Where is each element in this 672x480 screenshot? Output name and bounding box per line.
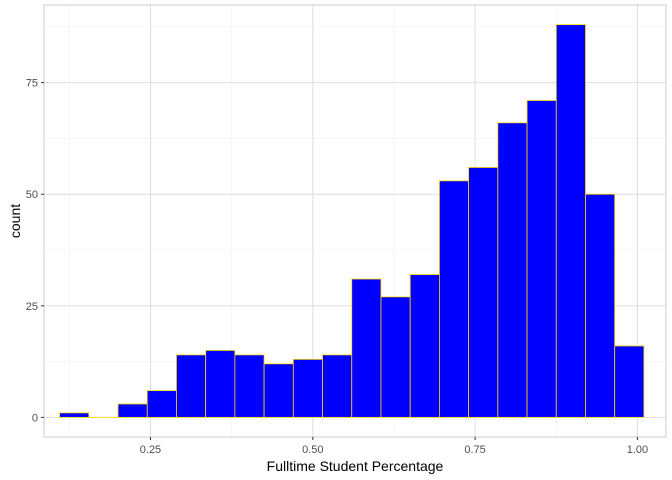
- y-tick-label: 50: [26, 189, 38, 201]
- histogram-bar: [614, 345, 645, 418]
- histogram-bar: [526, 100, 557, 418]
- histogram-bar: [497, 122, 528, 418]
- x-axis-title: Fulltime Student Percentage: [267, 458, 444, 474]
- histogram-bar: [439, 180, 470, 418]
- y-tick-label: 25: [26, 301, 38, 313]
- histogram-bar: [234, 354, 265, 418]
- histogram-bar: [176, 354, 207, 418]
- histogram-bar: [585, 193, 616, 418]
- histogram-bars: [59, 24, 645, 418]
- histogram-bar: [117, 403, 148, 418]
- histogram-bar: [322, 354, 353, 418]
- histogram-bar: [146, 390, 177, 418]
- x-axis-ticks: 0.25 0.50 0.75 1.00: [140, 437, 648, 456]
- histogram-bar: [292, 358, 323, 418]
- histogram-bar: [555, 24, 586, 418]
- histogram-bar: [59, 412, 90, 418]
- y-axis-title: count: [7, 204, 23, 238]
- histogram-bar: [468, 167, 499, 418]
- panel-border: [43, 4, 667, 438]
- histogram-bar: [263, 363, 294, 418]
- histogram-bar: [351, 278, 382, 418]
- y-tick-label: 0: [32, 412, 38, 424]
- histogram-bar: [205, 350, 236, 418]
- x-tick-label: 1.00: [627, 444, 648, 456]
- x-tick-label: 0.25: [140, 444, 161, 456]
- y-tick-label: 75: [26, 78, 38, 90]
- y-axis-ticks: 0 25 50 75: [26, 78, 44, 424]
- histogram-bar: [409, 274, 440, 418]
- histogram-bar: [380, 296, 411, 418]
- x-tick-label: 0.75: [464, 444, 485, 456]
- x-tick-label: 0.50: [302, 444, 323, 456]
